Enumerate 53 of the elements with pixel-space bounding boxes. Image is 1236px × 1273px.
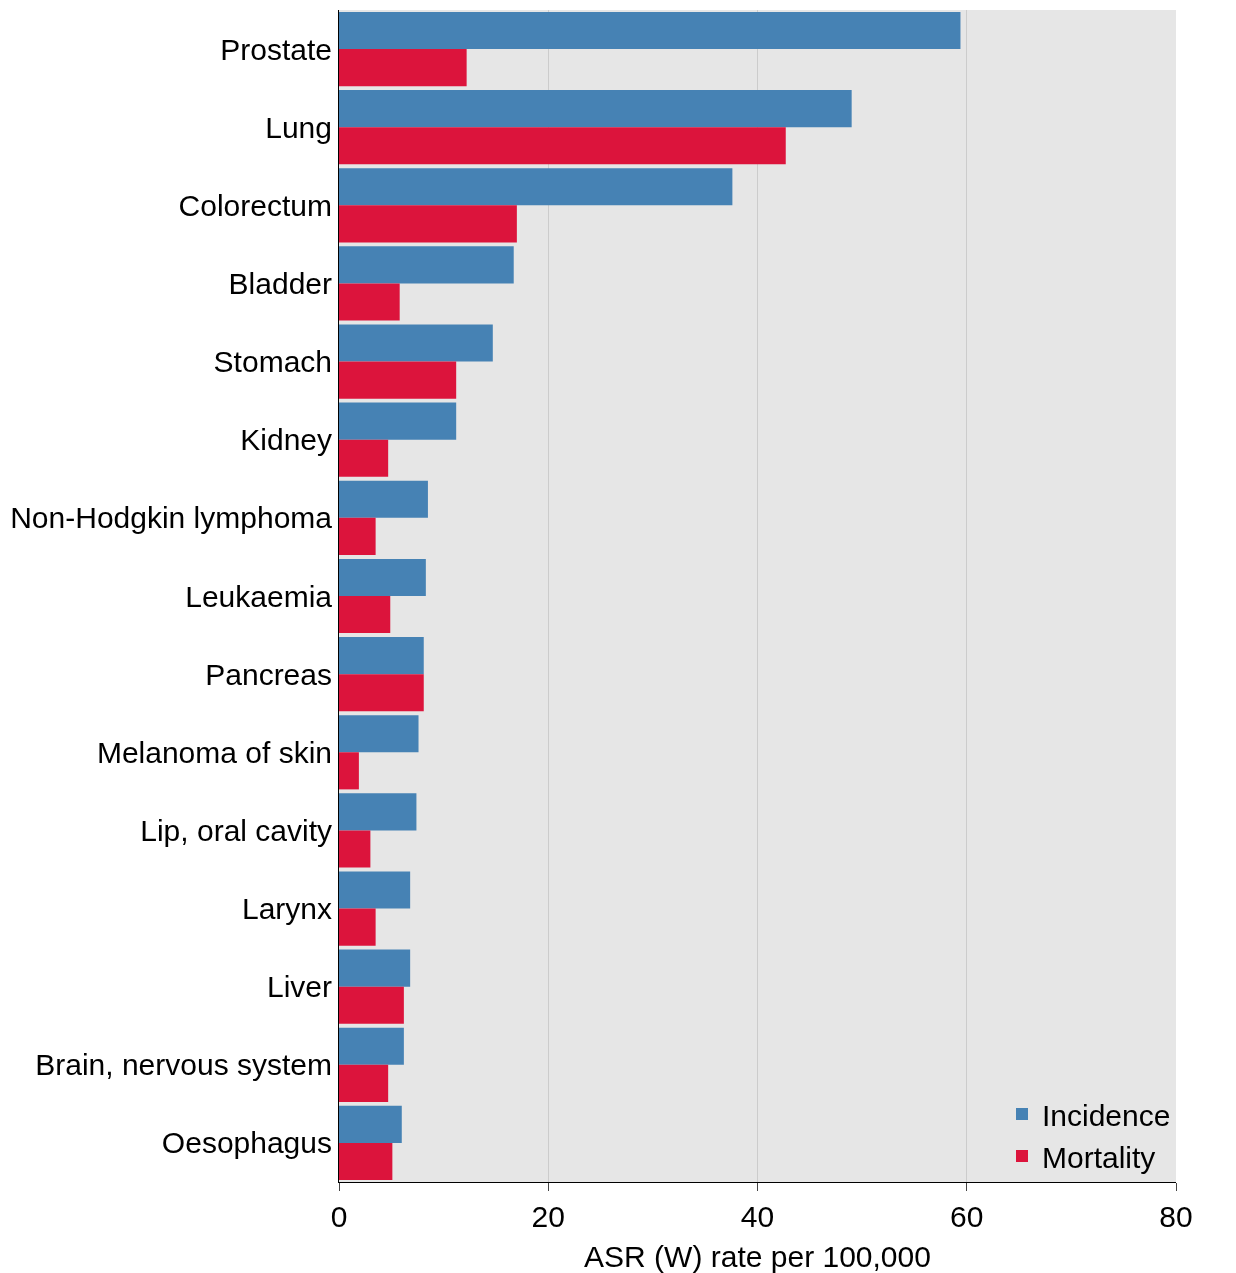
y-tick-label: Brain, nervous system — [35, 1048, 332, 1082]
bar — [339, 480, 428, 518]
bar — [339, 205, 517, 243]
x-tick-label: 80 — [1159, 1200, 1193, 1233]
bar — [339, 949, 411, 987]
y-tick-label: Larynx — [241, 892, 332, 926]
bar — [339, 715, 419, 753]
y-tick-label: Kidney — [240, 423, 332, 457]
bar — [339, 361, 457, 399]
y-tick-label: Prostate — [220, 32, 332, 66]
x-tick-label: 40 — [740, 1200, 775, 1233]
y-tick-label: Melanoma of skin — [96, 735, 332, 769]
bar — [339, 871, 411, 909]
x-tick-label: 0 — [330, 1200, 348, 1233]
bar — [339, 246, 514, 284]
bar — [339, 1064, 389, 1102]
x-tick-label: 60 — [950, 1200, 984, 1233]
bar — [339, 830, 371, 868]
bar — [339, 49, 467, 87]
bar — [339, 1142, 393, 1181]
bar — [339, 1105, 402, 1143]
bar — [339, 674, 424, 712]
bar — [339, 558, 426, 596]
y-tick-label: Lung — [265, 110, 332, 144]
bar — [339, 324, 493, 362]
y-tick-label: Bladder — [228, 266, 333, 300]
x-tick-label: 20 — [531, 1200, 565, 1233]
legend-label: Mortality — [1042, 1140, 1156, 1174]
bar — [339, 402, 457, 440]
bar — [339, 168, 733, 206]
y-tick-label: Lip, oral cavity — [140, 813, 332, 847]
bar — [339, 11, 961, 50]
bar — [339, 90, 852, 128]
bar — [339, 637, 424, 675]
bar — [339, 439, 389, 477]
bar — [339, 517, 376, 555]
bar — [339, 752, 359, 790]
bar — [339, 283, 400, 321]
bar — [339, 793, 417, 831]
y-tick-label: Leukaemia — [185, 579, 333, 613]
y-tick-label: Colorectum — [178, 188, 332, 222]
y-tick-label: Stomach — [213, 345, 332, 379]
y-tick-label: Non-Hodgkin lymphoma — [10, 501, 333, 535]
y-tick-label: Oesophagus — [161, 1126, 332, 1160]
bar — [339, 908, 376, 946]
y-tick-label: Pancreas — [205, 657, 332, 691]
bar — [339, 596, 391, 634]
bar — [339, 986, 404, 1024]
bar — [339, 127, 786, 165]
legend-label: Incidence — [1042, 1098, 1171, 1132]
x-axis-title: ASR (W) rate per 100,000 — [584, 1240, 931, 1273]
bar — [339, 1027, 404, 1065]
y-tick-label: Liver — [266, 970, 332, 1004]
